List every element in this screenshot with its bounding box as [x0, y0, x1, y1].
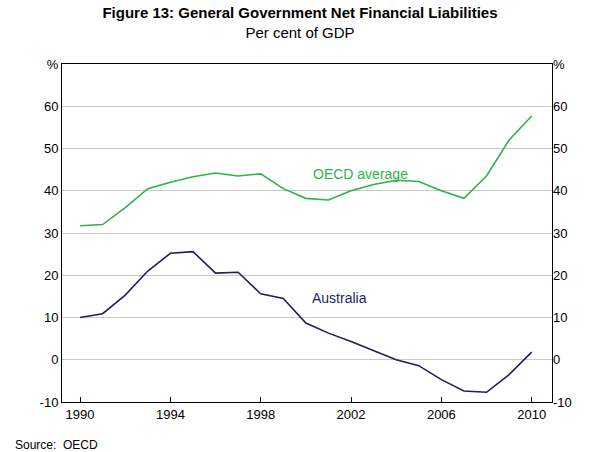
- svg-text:10: 10: [553, 310, 567, 325]
- svg-text:Australia: Australia: [312, 290, 367, 306]
- svg-text:2010: 2010: [517, 407, 546, 422]
- svg-text:2006: 2006: [427, 407, 456, 422]
- svg-text:30: 30: [44, 226, 58, 241]
- svg-text:OECD average: OECD average: [313, 166, 408, 182]
- svg-text:20: 20: [44, 268, 58, 283]
- svg-text:-10: -10: [40, 395, 59, 410]
- svg-text:0: 0: [553, 352, 560, 367]
- svg-text:50: 50: [553, 141, 567, 156]
- svg-text:40: 40: [553, 183, 567, 198]
- svg-text:50: 50: [44, 141, 58, 156]
- svg-text:Figure 13: General Government: Figure 13: General Government Net Financ…: [102, 4, 497, 41]
- svg-text:60: 60: [44, 99, 58, 114]
- svg-text:20: 20: [553, 268, 567, 283]
- svg-text:0: 0: [51, 352, 58, 367]
- svg-text:-10: -10: [553, 395, 572, 410]
- svg-text:30: 30: [553, 226, 567, 241]
- svg-text:%: %: [553, 57, 565, 72]
- svg-text:2002: 2002: [337, 407, 366, 422]
- svg-text:%: %: [47, 57, 59, 72]
- svg-text:Source: OECD: Source: OECD: [15, 438, 98, 452]
- svg-text:1990: 1990: [66, 407, 95, 422]
- svg-text:1998: 1998: [246, 407, 275, 422]
- svg-text:1994: 1994: [156, 407, 185, 422]
- svg-text:60: 60: [553, 99, 567, 114]
- svg-text:40: 40: [44, 183, 58, 198]
- svg-text:10: 10: [44, 310, 58, 325]
